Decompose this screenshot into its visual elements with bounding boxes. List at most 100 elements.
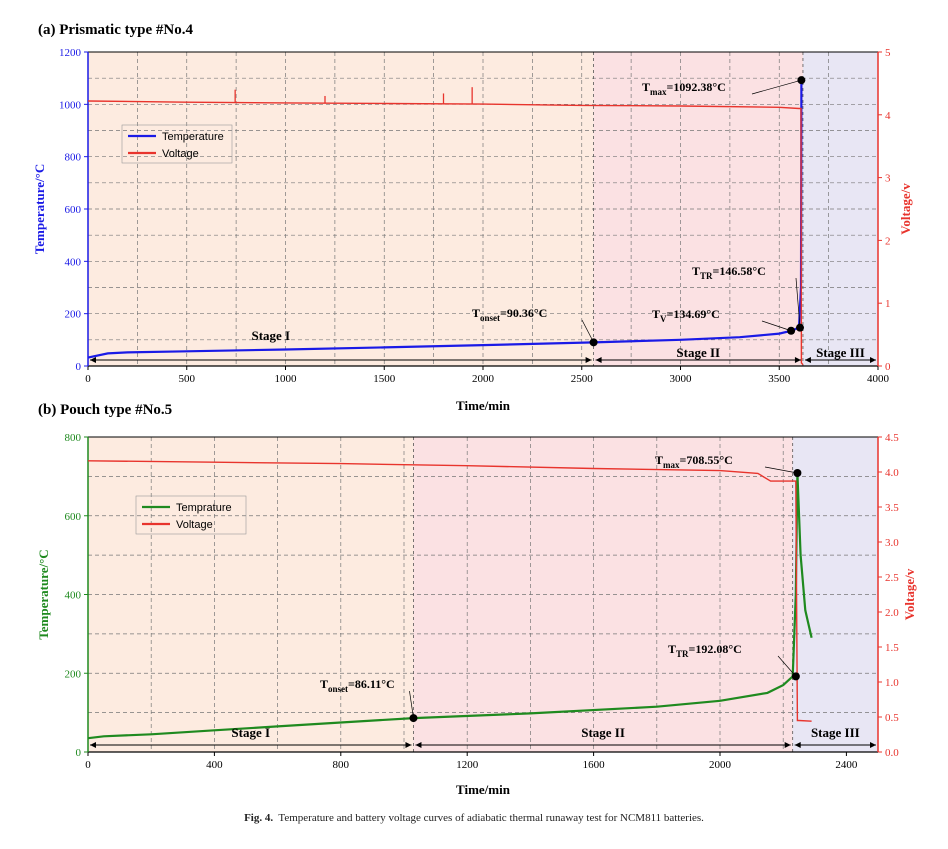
annotation-label: TV=134.69°C [652, 307, 720, 324]
stage-arrowhead [870, 742, 876, 748]
stage-background [792, 437, 878, 752]
annotation-label: Tonset=90.36°C [472, 306, 547, 323]
stage-label: Stage II [581, 725, 625, 740]
y2-axis-label: Voltage/v [898, 183, 913, 235]
x-tick-label: 2400 [835, 759, 858, 771]
x-tick-label: 4000 [867, 373, 890, 385]
y2-tick-label: 3 [885, 173, 891, 185]
y-tick-label: 400 [65, 256, 82, 268]
grid [88, 52, 878, 366]
legend: Temperature Voltage [121, 124, 233, 164]
y-tick-label: 0 [76, 747, 82, 759]
stage-arrowhead [794, 742, 801, 748]
stage-arrowhead [585, 357, 592, 363]
stage-label: Stage III [816, 345, 865, 360]
y2-tick-label: 3.0 [885, 537, 899, 549]
x-tick-label: 3500 [768, 373, 791, 385]
y-tick-label: 600 [65, 204, 82, 216]
annotation-leader [409, 690, 414, 719]
annotation-leader [761, 320, 792, 332]
stage-arrowhead [595, 357, 602, 363]
annotation-leader [795, 277, 801, 328]
y2-tick-label: 2.0 [885, 607, 899, 619]
annotation-leader [777, 655, 797, 677]
x-tick-label: 1200 [456, 759, 479, 771]
x-tick-label: 0 [85, 373, 91, 385]
series-line-temperature [87, 79, 803, 359]
y2-tick-label: 1.0 [885, 677, 899, 689]
y2-tick-label: 4.0 [885, 467, 899, 479]
annotation-label: Tonset=86.11°C [320, 677, 395, 694]
stage-label: Stage I [251, 328, 290, 343]
x-tick-label: 1600 [583, 759, 606, 771]
y-tick-label: 1000 [59, 99, 82, 111]
y2-tick-label: 3.5 [885, 502, 899, 514]
y-tick-label: 600 [65, 511, 82, 523]
y2-tick-label: 1.5 [885, 642, 899, 654]
annotation-leader [751, 79, 802, 95]
legend-label: Voltage [176, 519, 213, 531]
series-line-voltage [87, 100, 804, 366]
y2-tick-label: 4 [885, 110, 891, 122]
legend-box [135, 495, 247, 535]
y2-tick-label: 2 [885, 235, 891, 247]
y2-tick-label: 0 [885, 361, 891, 373]
y-tick-label: 800 [65, 152, 82, 164]
y2-tick-label: 0.0 [885, 747, 899, 759]
stage-arrowhead [90, 742, 96, 748]
figure-caption: Fig. 4. Temperature and battery voltage … [0, 812, 948, 824]
y2-tick-label: 1 [885, 298, 891, 310]
annotation-label: TTR=146.58°C [692, 264, 766, 281]
legend-label: Temperature [162, 131, 224, 143]
stage-arrowhead [870, 357, 876, 363]
stage-arrowhead [415, 742, 422, 748]
x-tick-label: 500 [179, 373, 196, 385]
y-axis-label: Temperature/°C [32, 164, 47, 254]
annotation-label: Tmax=1092.38°C [642, 80, 726, 97]
chart-panel-b: (b) Pouch type #No.50 400 800 1200 1600 2000 2… [36, 402, 917, 797]
y-tick-label: 1200 [59, 47, 82, 59]
stage-label: Stage I [231, 725, 270, 740]
y2-tick-label: 0.5 [885, 712, 899, 724]
y2-tick-label: 4.5 [885, 432, 899, 444]
stage-label: Stage II [676, 345, 720, 360]
caption-text: Temperature and battery voltage curves o… [278, 812, 704, 824]
x-axis-label: Time/min [456, 782, 511, 797]
series-line-voltage [87, 460, 812, 722]
legend-box [121, 124, 233, 164]
x-tick-label: 400 [206, 759, 223, 771]
y2-tick-label: 5 [885, 47, 891, 59]
x-tick-label: 3000 [670, 373, 693, 385]
annotation-leader [764, 466, 798, 474]
y-tick-label: 200 [65, 668, 82, 680]
chart-title: (b) Pouch type #No.5 [38, 402, 172, 418]
y-tick-label: 400 [65, 590, 82, 602]
y-tick-label: 0 [76, 361, 82, 373]
legend: Temprature Voltage [135, 495, 247, 535]
y2-tick-label: 2.5 [885, 572, 899, 584]
stage-arrowhead [794, 357, 801, 363]
x-tick-label: 800 [333, 759, 350, 771]
stage-arrowhead [784, 742, 791, 748]
stage-arrowhead [90, 357, 96, 363]
x-tick-label: 1000 [275, 373, 298, 385]
y2-axis-label: Voltage/v [902, 568, 917, 620]
series-line-temprature [87, 472, 813, 740]
y-tick-label: 200 [65, 309, 82, 321]
x-tick-label: 1500 [373, 373, 396, 385]
grid [88, 437, 878, 752]
annotation-leader [581, 319, 594, 343]
y-axis-label: Temperature/°C [36, 549, 51, 639]
y-tick-label: 800 [65, 432, 82, 444]
x-tick-label: 0 [85, 759, 91, 771]
caption-label: Fig. 4. [244, 812, 274, 824]
stage-arrowhead [804, 357, 811, 363]
legend-label: Temprature [176, 502, 232, 514]
x-tick-label: 2500 [571, 373, 594, 385]
x-tick-label: 2000 [709, 759, 732, 771]
x-tick-label: 2000 [472, 373, 495, 385]
legend-label: Voltage [162, 148, 199, 160]
x-axis-label: Time/min [456, 398, 511, 413]
chart-panel-a: (a) Prismatic type #No.40 500 1000 1500 2000… [32, 22, 913, 413]
